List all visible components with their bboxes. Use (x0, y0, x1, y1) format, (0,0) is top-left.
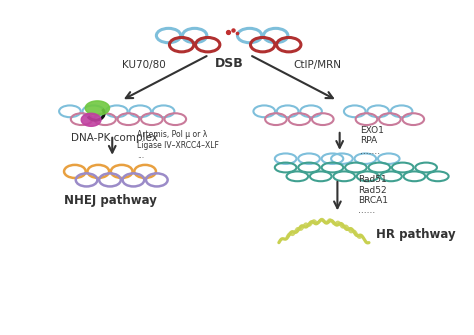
Text: EXO1
RPA
.......: EXO1 RPA ....... (360, 126, 384, 156)
Polygon shape (85, 101, 109, 115)
Polygon shape (81, 113, 101, 126)
Text: CtIP/MRN: CtIP/MRN (293, 60, 341, 69)
Text: NHEJ pathway: NHEJ pathway (64, 194, 156, 207)
Text: DNA-PK complex: DNA-PK complex (71, 133, 158, 143)
Text: DSB: DSB (215, 57, 244, 70)
Text: Artemis, Pol μ or λ
Ligase IV–XRCC4–XLF
...: Artemis, Pol μ or λ Ligase IV–XRCC4–XLF … (137, 130, 219, 160)
Text: Rad51
Rad52
BRCA1
......: Rad51 Rad52 BRCA1 ...... (358, 175, 388, 215)
Text: HR pathway: HR pathway (376, 228, 456, 241)
Text: KU70/80: KU70/80 (122, 60, 165, 69)
